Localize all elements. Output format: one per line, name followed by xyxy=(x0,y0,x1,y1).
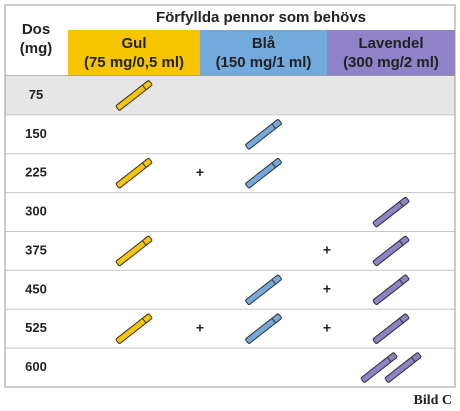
column-strength: (75 mg/0,5 ml) xyxy=(84,54,184,71)
pen-band xyxy=(271,279,276,285)
row-shade xyxy=(5,76,455,115)
dose-value: 300 xyxy=(25,204,47,219)
dose-value: 525 xyxy=(25,320,47,335)
dose-value: 75 xyxy=(29,87,43,102)
plus-sign: + xyxy=(196,164,204,180)
pen-icon xyxy=(115,313,153,344)
plus-sign: + xyxy=(196,319,204,335)
pen-body xyxy=(372,274,410,305)
column-strength: (150 mg/1 ml) xyxy=(216,54,312,71)
plus-sign: + xyxy=(323,281,331,297)
column-name: Gul xyxy=(122,35,147,52)
pen-icon xyxy=(245,158,282,189)
pen-body xyxy=(245,313,282,344)
dose-unit: (mg) xyxy=(20,40,53,57)
pen-icon xyxy=(115,80,153,111)
pen-band xyxy=(399,279,404,285)
column-strength: (300 mg/2 ml) xyxy=(343,54,439,71)
pen-icon xyxy=(245,274,282,305)
dose-value: 150 xyxy=(25,126,47,141)
pen-icon xyxy=(372,313,410,344)
pen-body xyxy=(245,274,282,305)
pen-icon xyxy=(115,158,153,189)
pen-icon xyxy=(384,352,422,383)
pen-icon xyxy=(245,119,282,150)
pen-body xyxy=(115,158,153,189)
table-frame xyxy=(4,4,456,388)
plus-sign: + xyxy=(323,242,331,258)
pen-body xyxy=(372,196,410,228)
dose-title: Dos xyxy=(22,21,50,38)
pen-band xyxy=(142,162,147,168)
pen-band xyxy=(387,356,392,363)
pen-body xyxy=(115,235,153,267)
plus-sign: + xyxy=(323,319,331,335)
dose-value: 225 xyxy=(25,165,47,180)
pen-band xyxy=(142,84,147,91)
pen-body xyxy=(384,352,422,383)
pen-body xyxy=(115,80,153,111)
pen-band xyxy=(399,240,404,246)
pen-band xyxy=(271,318,276,324)
dose-value: 450 xyxy=(25,281,47,296)
pen-body xyxy=(360,352,398,383)
column-header-cell xyxy=(200,30,327,76)
column-name: Lavendel xyxy=(358,35,423,52)
column-header-cell xyxy=(327,30,455,76)
pen-icon xyxy=(360,352,398,383)
dose-value: 600 xyxy=(25,359,47,374)
pen-icon xyxy=(245,313,282,344)
column-name: Blå xyxy=(252,35,276,52)
column-header-cell xyxy=(68,30,200,76)
group-title: Förfyllda pennor som behövs xyxy=(156,9,366,26)
pen-band xyxy=(142,318,147,324)
pen-band xyxy=(411,356,416,363)
dose-value: 375 xyxy=(25,242,47,257)
pen-band xyxy=(399,201,404,207)
pen-body xyxy=(372,313,410,344)
pen-body xyxy=(245,119,282,150)
pen-body xyxy=(245,158,282,189)
pen-icon xyxy=(372,274,410,305)
pen-band xyxy=(142,240,147,246)
pen-icon xyxy=(372,196,410,228)
pen-body xyxy=(372,235,410,267)
pen-icon xyxy=(372,235,410,267)
pen-icon xyxy=(115,235,153,267)
caption: Bild C xyxy=(413,393,452,408)
pen-band xyxy=(399,318,404,324)
pen-band xyxy=(271,162,276,168)
pen-band xyxy=(271,123,276,129)
pen-body xyxy=(115,313,153,344)
